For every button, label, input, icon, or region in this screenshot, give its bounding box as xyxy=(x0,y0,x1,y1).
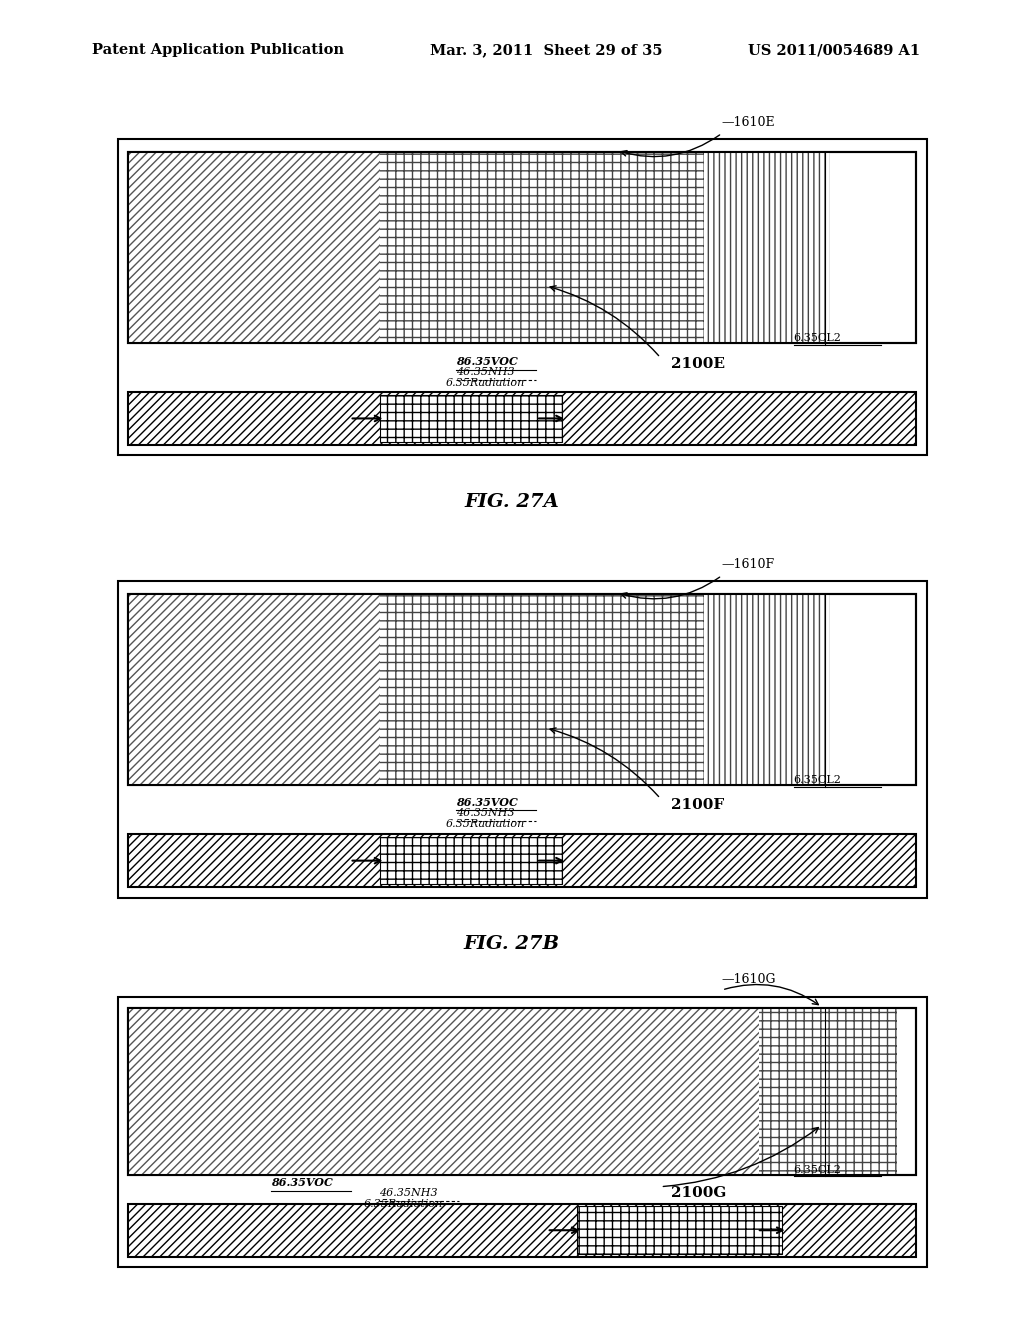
Text: 6.35Radiation: 6.35Radiation xyxy=(364,1199,442,1209)
Text: 86.35VOC: 86.35VOC xyxy=(456,797,517,808)
Text: Mar. 3, 2011  Sheet 29 of 35: Mar. 3, 2011 Sheet 29 of 35 xyxy=(430,44,663,57)
Text: 6.35Radiation: 6.35Radiation xyxy=(445,378,524,388)
Text: 2100F: 2100F xyxy=(671,799,724,812)
Text: 86.35VOC: 86.35VOC xyxy=(456,356,517,367)
Bar xyxy=(128,594,412,785)
Text: —1610E: —1610E xyxy=(722,116,775,129)
Bar xyxy=(380,837,561,884)
Text: 2100E: 2100E xyxy=(671,358,725,371)
Bar xyxy=(578,1206,782,1254)
Bar xyxy=(128,1008,778,1175)
Text: 6.35CL2: 6.35CL2 xyxy=(794,1164,842,1175)
Bar xyxy=(128,152,916,343)
Bar xyxy=(128,594,916,785)
Bar xyxy=(703,594,829,785)
Text: —1610F: —1610F xyxy=(722,558,775,572)
Bar xyxy=(128,1008,916,1175)
Bar xyxy=(380,395,561,442)
Text: 6.35Radiation: 6.35Radiation xyxy=(445,818,524,829)
Bar xyxy=(118,139,927,455)
Bar xyxy=(128,152,412,343)
Bar xyxy=(703,152,829,343)
Text: 86.35VOC: 86.35VOC xyxy=(271,1177,333,1188)
Bar xyxy=(128,392,916,445)
Bar xyxy=(128,152,916,343)
Text: 46.35NH3: 46.35NH3 xyxy=(456,808,514,818)
Bar xyxy=(128,594,916,785)
Bar xyxy=(380,594,703,785)
Text: 46.35NH3: 46.35NH3 xyxy=(379,1188,437,1199)
Bar xyxy=(128,834,916,887)
Bar xyxy=(128,1008,916,1175)
Text: —1610G: —1610G xyxy=(722,973,776,986)
Bar xyxy=(380,152,703,343)
Text: Patent Application Publication: Patent Application Publication xyxy=(92,44,344,57)
Text: FIG. 27A: FIG. 27A xyxy=(465,492,559,511)
Text: 2100G: 2100G xyxy=(671,1187,726,1200)
Bar xyxy=(118,997,927,1267)
Text: FIG. 27B: FIG. 27B xyxy=(464,935,560,953)
Text: 46.35NH3: 46.35NH3 xyxy=(456,367,514,378)
Text: US 2011/0054689 A1: US 2011/0054689 A1 xyxy=(748,44,920,57)
Text: 6.35CL2: 6.35CL2 xyxy=(794,333,842,343)
Bar xyxy=(118,581,927,898)
Text: 6.35CL2: 6.35CL2 xyxy=(794,775,842,785)
Bar xyxy=(759,1008,897,1175)
Bar xyxy=(128,1204,916,1257)
